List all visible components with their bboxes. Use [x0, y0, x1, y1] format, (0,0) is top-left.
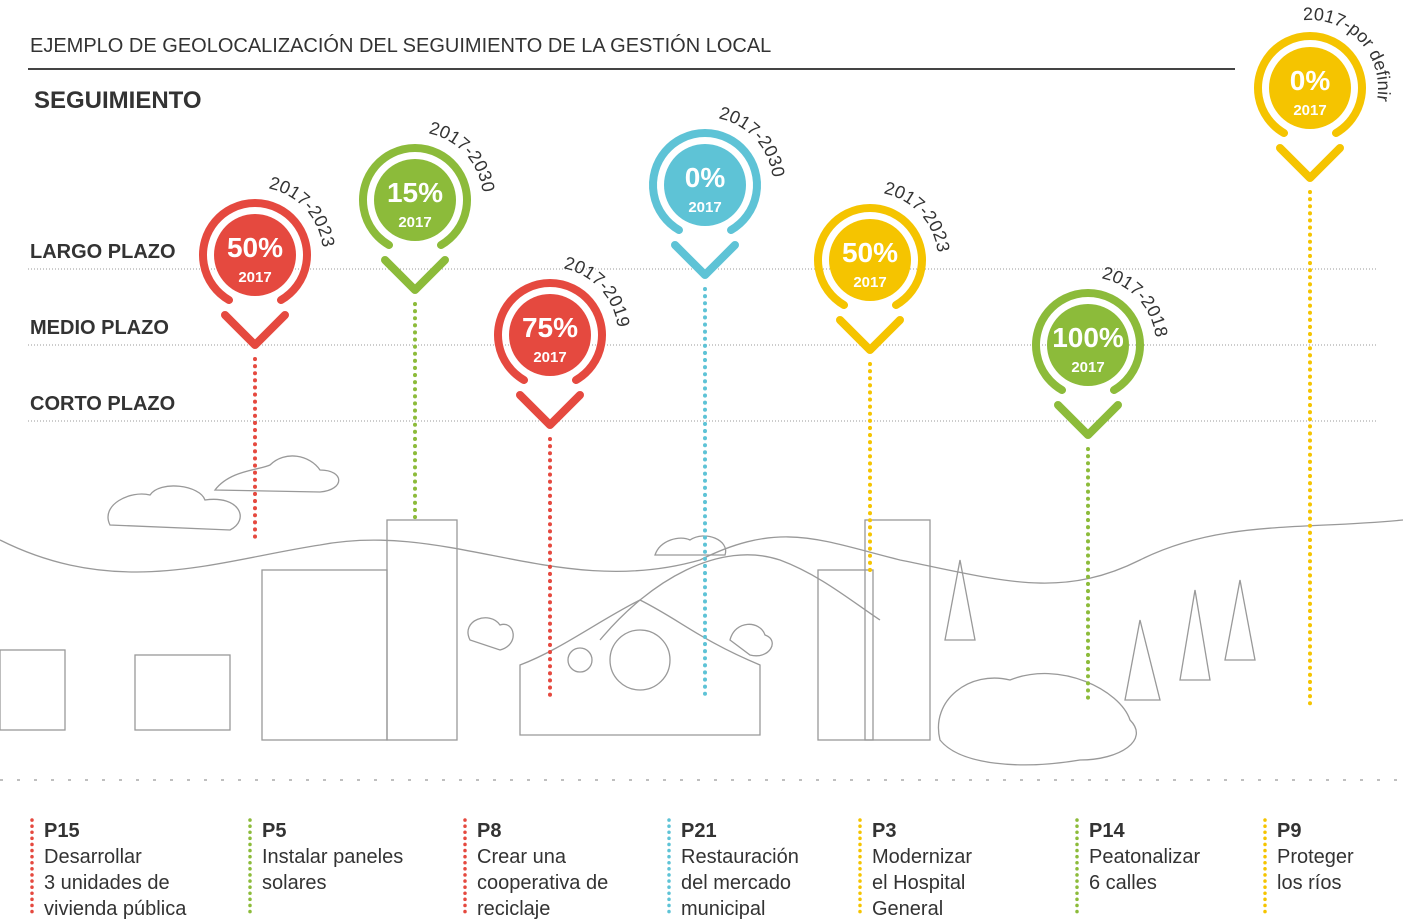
page-title: EJEMPLO DE GEOLOCALIZACIÓN DEL SEGUIMIEN…	[30, 34, 771, 57]
pin-percent: 15%	[387, 177, 443, 208]
project-code: P14	[1089, 820, 1125, 842]
project-description: el Hospital	[872, 872, 965, 894]
project-description: 3 unidades de	[44, 872, 170, 894]
project-code: P15	[44, 820, 80, 842]
pin-percent: 100%	[1052, 322, 1124, 353]
project-description: municipal	[681, 898, 765, 920]
pin-point	[1280, 148, 1340, 178]
project-description: cooperativa de	[477, 872, 608, 894]
pin-year: 2017	[238, 269, 271, 286]
level-label: MEDIO PLAZO	[30, 317, 169, 339]
pin-percent: 75%	[522, 312, 578, 343]
project-code: P5	[262, 820, 286, 842]
pin-percent: 0%	[1290, 65, 1331, 96]
pin-percent: 50%	[842, 237, 898, 268]
infographic: EJEMPLO DE GEOLOCALIZACIÓN DEL SEGUIMIEN…	[0, 0, 1403, 920]
project-description: los ríos	[1277, 872, 1341, 894]
project-description: Peatonalizar	[1089, 846, 1201, 868]
project-description: solares	[262, 872, 326, 894]
pin-year: 2017	[533, 349, 566, 366]
project-description: vivienda pública	[44, 898, 187, 920]
pin-point	[385, 260, 445, 290]
project-description: General	[872, 898, 943, 920]
project-code: P8	[477, 820, 501, 842]
project-description: Restauración	[681, 846, 799, 868]
project-description: Proteger	[1277, 846, 1354, 868]
section-title: SEGUIMIENTO	[34, 87, 202, 114]
project-code: P9	[1277, 820, 1301, 842]
project-description: Desarrollar	[44, 846, 142, 868]
pin-percent: 0%	[685, 162, 726, 193]
project-description: reciclaje	[477, 898, 550, 920]
pin-year: 2017	[398, 214, 431, 231]
pin-point	[840, 320, 900, 350]
pin-year: 2017	[1071, 359, 1104, 376]
pin-year: 2017	[1293, 102, 1326, 119]
level-label: CORTO PLAZO	[30, 393, 175, 415]
pin-point	[225, 315, 285, 345]
level-label: LARGO PLAZO	[30, 241, 176, 263]
project-code: P21	[681, 820, 717, 842]
project-description: del mercado	[681, 872, 791, 894]
landscape-sketch	[0, 456, 1403, 780]
project-code: P3	[872, 820, 896, 842]
project-description: Instalar paneles	[262, 846, 403, 868]
pin-year: 2017	[688, 199, 721, 216]
project-description: 6 calles	[1089, 872, 1157, 894]
pin-point	[1058, 405, 1118, 435]
project-description: Modernizar	[872, 846, 972, 868]
pin-percent: 50%	[227, 232, 283, 263]
pin-year: 2017	[853, 274, 886, 291]
pin-point	[675, 245, 735, 275]
project-description: Crear una	[477, 846, 567, 868]
